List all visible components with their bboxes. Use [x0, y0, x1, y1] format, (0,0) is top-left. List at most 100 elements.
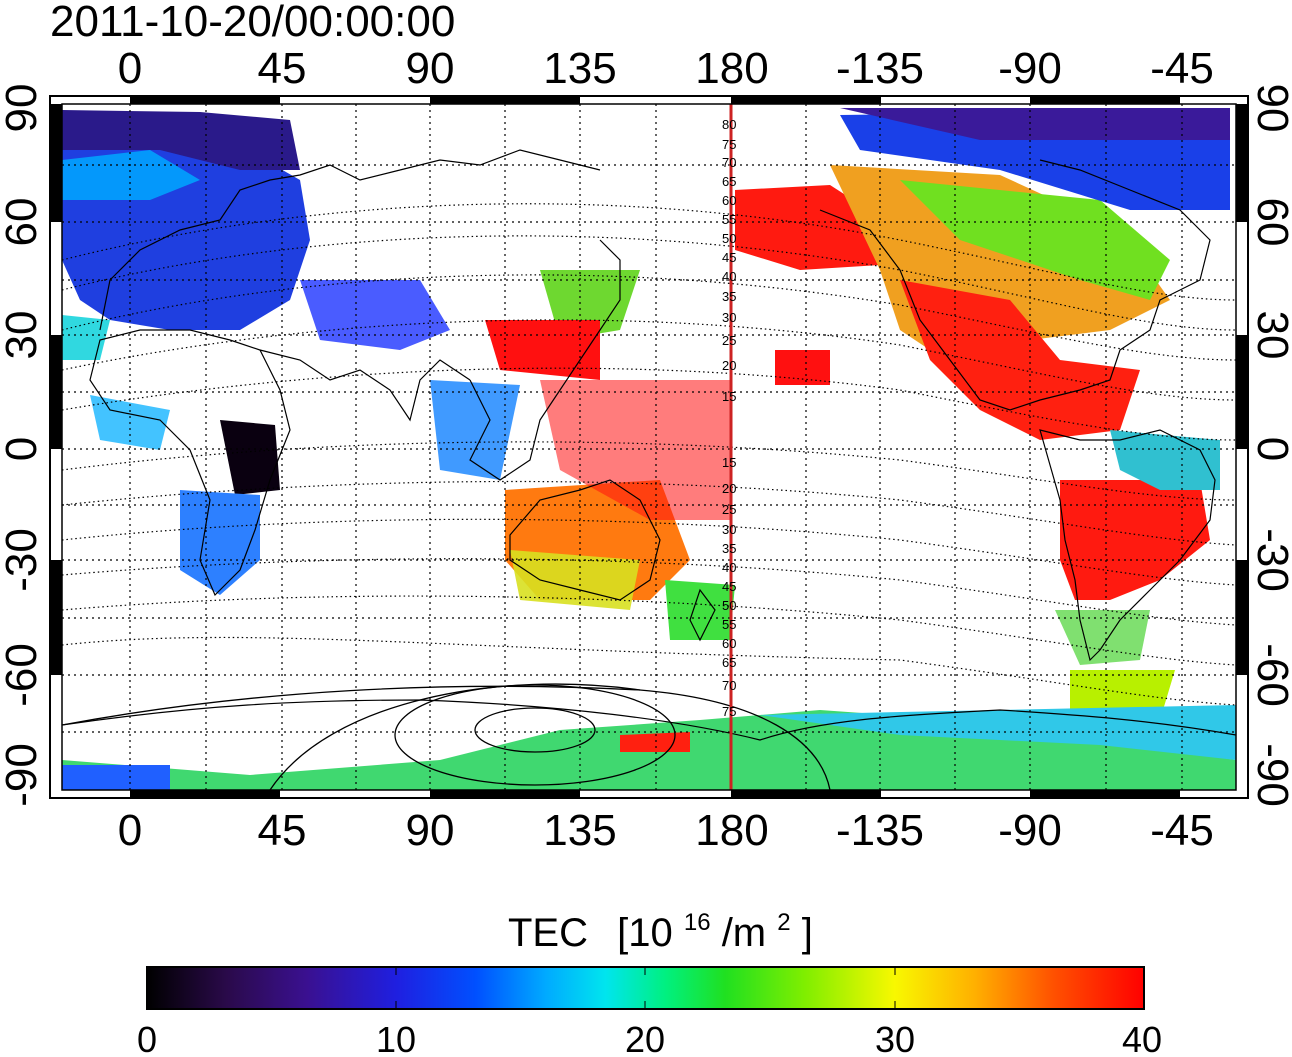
mlat-label: 65: [722, 174, 736, 189]
right-lat-label: -90: [1248, 743, 1292, 807]
top-lon-label: 180: [695, 44, 768, 93]
tec-europe-north: [62, 110, 300, 170]
mlat-label: 25: [722, 333, 736, 348]
mlat-label: 55: [722, 212, 736, 227]
bottom-lon-label: -45: [1150, 806, 1214, 855]
top-lon-label: -90: [998, 44, 1062, 93]
magnetic-latitude-contours: [62, 203, 1236, 706]
tec-ross-red: [620, 732, 690, 752]
colorbar-title-unit-prefix: [10: [617, 911, 673, 955]
map-title: 2011-10-20/00:00:00: [50, 0, 455, 46]
bottom-lon-label: 90: [406, 806, 455, 855]
colorbar-title-exp2: 2: [777, 909, 790, 936]
mlat-label: 50: [722, 598, 736, 613]
mlat-label: 65: [722, 655, 736, 670]
tec-se-asia: [430, 380, 520, 480]
mlat-label: 25: [722, 502, 736, 517]
colorbar-ticks: [395, 967, 896, 1009]
tec-patagonia: [1055, 610, 1150, 665]
coast-europe: [99, 149, 601, 331]
colorbar-title-exp: 16: [684, 909, 711, 936]
map-frame: [49, 95, 1249, 799]
tec-brazil-green: [1110, 430, 1220, 490]
mlat-label: 50: [722, 231, 736, 246]
mlat-label: 35: [722, 541, 736, 556]
colorbar-tick-label: 0: [137, 1019, 157, 1057]
tec-scandinavia: [62, 150, 200, 200]
coast-south-america: [1039, 429, 1216, 662]
mlat-label: 30: [722, 522, 736, 537]
top-lon-label: 135: [543, 44, 616, 93]
coast-north-america: [819, 159, 1211, 411]
coast-new-zealand: [689, 588, 716, 642]
top-lon-label: 0: [118, 44, 142, 93]
mlat-label: 60: [722, 193, 736, 208]
mlat-label: 60: [722, 636, 736, 651]
colorbar-tick-label: 10: [376, 1019, 416, 1057]
south-pole-contours: [62, 683, 831, 790]
right-lat-label: 60: [1248, 198, 1292, 247]
mlat-label: 20: [722, 358, 736, 373]
mlat-label: 75: [722, 137, 736, 152]
mlat-label: 45: [722, 250, 736, 265]
bottom-lon-label: 180: [695, 806, 768, 855]
left-lat-label: 90: [0, 84, 46, 133]
tec-us-red: [900, 280, 1140, 440]
right-lat-label: 90: [1248, 84, 1292, 133]
tec-hawaii-red: [775, 350, 830, 385]
bottom-lon-label: -90: [998, 806, 1062, 855]
colorbar-tick-labels: 0 10 20 30 40: [137, 1019, 1162, 1057]
bottom-lon-label: 0: [118, 806, 142, 855]
tec-australia-south: [510, 550, 640, 610]
coastlines: [62, 149, 1236, 741]
bottom-lon-label: 45: [258, 806, 307, 855]
coast-arabia-india: [259, 349, 471, 422]
tec-north-america-green: [900, 180, 1170, 300]
colorbar-tick-label: 30: [875, 1019, 915, 1057]
map-area: 80 75 70 65 60 55 50 45 40 35 30 25 20 1…: [62, 104, 1236, 790]
top-lon-label: 90: [406, 44, 455, 93]
mlat-label: 70: [722, 678, 736, 693]
left-lat-label: -60: [0, 643, 46, 707]
mlat-label: 20: [722, 481, 736, 496]
mlat-label: 35: [722, 289, 736, 304]
tec-arctic-dark: [840, 108, 1230, 140]
tec-data-layer: [62, 108, 1236, 790]
right-lat-label: -30: [1248, 528, 1292, 592]
tec-africa-dark: [220, 420, 280, 495]
top-longitude-labels: 0 45 90 135 180 -135 -90 -45: [118, 44, 1214, 93]
mlat-label: 80: [722, 117, 736, 132]
left-lat-label: -30: [0, 528, 46, 592]
tec-central-asia: [300, 280, 450, 350]
mlat-label: 15: [722, 389, 736, 404]
left-lat-label: 30: [0, 311, 46, 360]
bottom-lon-label: 135: [543, 806, 616, 855]
mlat-label: 15: [722, 455, 736, 470]
bottom-lon-label: -135: [836, 806, 924, 855]
tec-antarctica-blue: [62, 765, 170, 790]
bottom-longitude-labels: 0 45 90 135 180 -135 -90 -45: [118, 806, 1214, 855]
tec-south-america: [1060, 480, 1210, 600]
top-lon-label: -135: [836, 44, 924, 93]
magnetic-latitude-labels: 80 75 70 65 60 55 50 45 40 35 30 25 20 1…: [722, 117, 736, 719]
mlat-label: 75: [722, 704, 736, 719]
colorbar-title-unit-mid: /m: [722, 911, 766, 955]
colorbar-title-main: TEC: [508, 911, 588, 955]
left-lat-label: 60: [0, 198, 46, 247]
colorbar-title-unit-suffix: ]: [802, 911, 813, 955]
right-lat-label: 0: [1248, 437, 1292, 461]
mlat-label: 45: [722, 579, 736, 594]
left-latitude-labels: 90 60 30 0 -30 -60 -90: [0, 84, 46, 807]
right-latitude-labels: 90 60 30 0 -30 -60 -90: [1248, 84, 1292, 807]
colorbar-tick-label: 20: [625, 1019, 665, 1057]
right-lat-label: 30: [1248, 311, 1292, 360]
left-lat-label: -90: [0, 743, 46, 807]
coast-australia: [509, 479, 661, 601]
coast-antarctica: [62, 699, 1236, 741]
tec-new-zealand: [665, 580, 735, 640]
colorbar-tick-label: 40: [1122, 1019, 1162, 1057]
top-lon-label: 45: [258, 44, 307, 93]
colorbar-title: TEC [10 16 /m 2 ]: [508, 895, 813, 955]
mlat-label: 40: [722, 269, 736, 284]
